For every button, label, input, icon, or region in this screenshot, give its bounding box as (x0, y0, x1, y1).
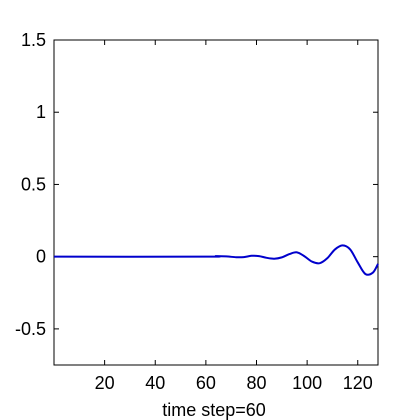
y-tick-label: 0 (36, 247, 46, 267)
x-tick-label: 60 (196, 373, 216, 393)
y-tick-label: 0.5 (21, 174, 46, 194)
plot-border (53, 39, 379, 366)
x-tick-label: 120 (343, 373, 373, 393)
y-tick-label: 1.5 (21, 30, 46, 50)
x-axis: 20 40 60 80 100 120 (95, 40, 373, 393)
axes-frame (53, 39, 379, 366)
y-tick-label: -0.5 (15, 319, 46, 339)
series-group (53, 244, 379, 276)
x-tick-label: 100 (292, 373, 322, 393)
x-axis-label: time step=60 (162, 400, 266, 420)
x-tick-label: 80 (246, 373, 266, 393)
x-tick-label: 20 (95, 373, 115, 393)
x-tick-label: 40 (145, 373, 165, 393)
y-tick-label: 1 (36, 102, 46, 122)
series-line (53, 244, 379, 276)
y-axis: -0.5 0 0.5 1 1.5 (15, 30, 378, 339)
